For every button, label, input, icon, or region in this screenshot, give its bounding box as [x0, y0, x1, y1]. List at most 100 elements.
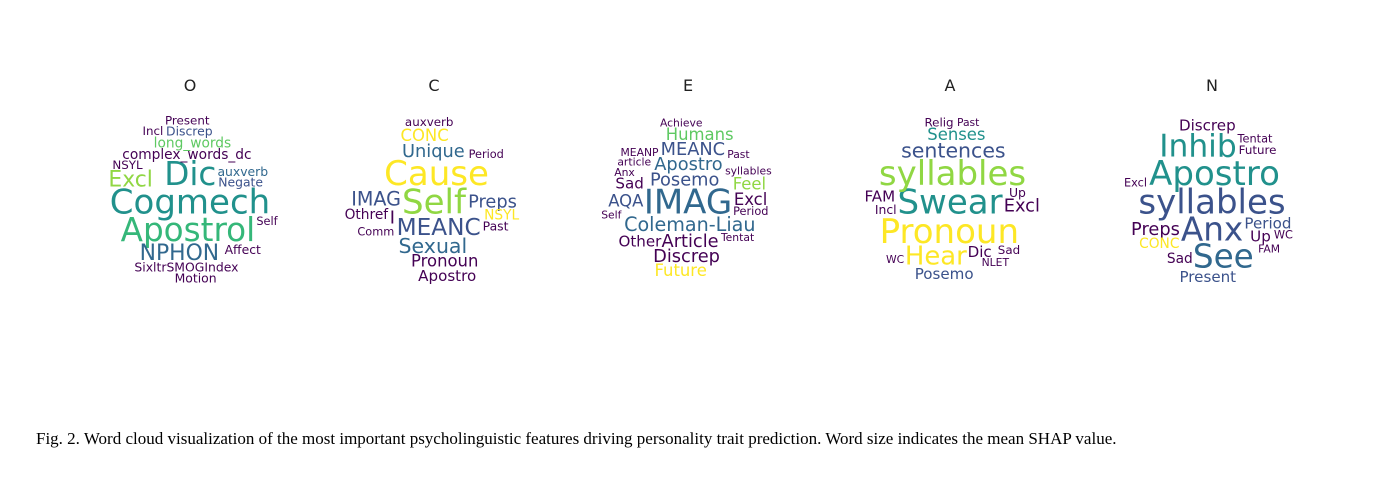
wordcloud-word: Preps: [468, 192, 517, 213]
wordcloud-word: Past: [483, 219, 509, 234]
wordcloud-panel-c: C Self Cause MEANC Sexual IMAG Unique Preps I Pr…: [314, 70, 554, 310]
wordcloud-word: WC: [886, 253, 904, 266]
wordcloud-word: Excl: [1124, 175, 1147, 189]
wordcloud-word: FAM: [864, 187, 895, 205]
wordcloud-word: IMAG: [351, 188, 401, 211]
wordcloud-word: Anx: [614, 166, 635, 179]
figure-caption: Fig. 2. Word cloud visualization of the …: [36, 429, 1117, 448]
wordcloud-word: syllables: [1138, 183, 1285, 223]
wordcloud-word: Sad: [1167, 251, 1193, 267]
wordcloud-word: Othref: [345, 207, 390, 223]
wordcloud-panel-o: O Cogmech Apostrol Dic NPHON Excl complex_wor…: [70, 70, 310, 310]
wordcloud-word: article: [617, 155, 651, 168]
wordcloud-word: Dic: [164, 155, 216, 193]
wordcloud-word: Comm: [357, 224, 394, 238]
wordcloud-word: auxverb: [217, 164, 268, 179]
wordcloud-word: AQA: [608, 192, 644, 211]
wordcloud-word: WC: [1274, 228, 1293, 242]
wordcloud-word: Motion: [175, 270, 217, 285]
wordcloud-word: Posemo: [915, 265, 974, 283]
wordcloud-panel-a: A Swear syllables Pronoun Hear sentences Excl…: [830, 70, 1070, 310]
wordcloud: Self Cause MEANC Sexual IMAG Unique Preps I Pron…: [314, 102, 554, 302]
wordcloud-word: auxverb: [405, 115, 454, 129]
wordcloud-word: Discrep: [1179, 116, 1236, 134]
wordcloud: Cogmech Apostrol Dic NPHON Excl complex_words…: [70, 102, 310, 302]
panel-title: A: [944, 76, 956, 95]
wordcloud-word: Dic: [968, 243, 992, 261]
wordcloud-word: Up: [1250, 228, 1271, 246]
wordcloud-word: FAM: [1258, 242, 1280, 255]
wordcloud-word: Self: [601, 208, 621, 221]
wordcloud-word: Tentat: [720, 231, 754, 244]
wordcloud-word: Excl: [108, 167, 152, 192]
wordcloud-word: See: [1193, 237, 1254, 275]
wordcloud-word: Period: [469, 147, 504, 161]
wordcloud-word: complex_words_dc: [122, 147, 251, 163]
wordcloud-word: Achieve: [660, 117, 703, 130]
wordcloud-word: Article: [662, 231, 719, 252]
wordcloud-word: NSYL: [112, 158, 143, 172]
wordcloud-word: Senses: [927, 125, 985, 144]
wordcloud-word: Cogmech: [110, 183, 270, 223]
wordcloud-word: Posemo: [650, 169, 719, 190]
panel-title: C: [428, 76, 440, 95]
wordcloud-word: MEANC: [397, 214, 481, 241]
wordcloud-word: Excl: [1004, 195, 1040, 216]
wordcloud-word: Sexual: [399, 234, 468, 258]
wordcloud-word: Discrep: [653, 246, 720, 267]
panel-title: O: [183, 76, 197, 95]
wordcloud: syllables Apostro Anx See Inhib Preps Present P…: [1092, 102, 1332, 302]
wordcloud-word: SixltrSMOGIndex: [134, 259, 238, 274]
wordcloud-word: Apostrol: [121, 211, 256, 249]
wordcloud-word: NPHON: [140, 241, 219, 266]
wordcloud-word: Other: [618, 232, 662, 250]
panel-title: E: [682, 76, 694, 95]
wordcloud-word: Future: [1239, 143, 1277, 157]
wordcloud-word: Hear: [905, 242, 967, 272]
wordcloud-word: I: [390, 207, 395, 228]
wordcloud-word: CONC: [401, 126, 449, 145]
wordcloud-word: Humans: [666, 125, 734, 144]
wordcloud: IMAG Coleman-Liau Posemo Apostro Article MEAN…: [568, 102, 808, 302]
wordcloud-word: Inhib: [1159, 128, 1236, 164]
wordcloud-word: sentences: [901, 139, 1006, 163]
panel-title: N: [1206, 76, 1218, 95]
wordcloud-word: NSYL: [484, 208, 519, 224]
wordcloud-word: syllables: [879, 154, 1026, 194]
wordcloud-word: Future: [654, 261, 706, 280]
wordcloud-word: Coleman-Liau: [624, 213, 755, 236]
wordcloud-word: Present: [1179, 268, 1236, 286]
wordcloud-panel-e: E IMAG Coleman-Liau Posemo Apostro Article ME…: [568, 70, 808, 310]
wordcloud-word: Incl: [142, 124, 163, 138]
wordcloud-word: Excl: [734, 190, 767, 209]
wordcloud-word: Relig: [924, 116, 953, 130]
wordcloud-word: Feel: [733, 175, 766, 194]
wordcloud-word: Negate: [218, 175, 263, 190]
wordcloud-word: Apostro: [1149, 154, 1280, 194]
wordcloud-word: Pronoun: [880, 212, 1019, 252]
wordcloud-word: Preps: [1131, 219, 1180, 240]
wordcloud-word: Cause: [384, 154, 489, 194]
wordcloud-word: MEANC: [661, 139, 725, 160]
wordcloud-word: Unique: [402, 141, 465, 162]
wordcloud-word: Incl: [875, 202, 897, 217]
wordcloud: Swear syllables Pronoun Hear sentences Excl Se…: [830, 102, 1070, 302]
wordcloud-word: NLET: [982, 256, 1010, 269]
wordcloud-word: Self: [402, 183, 467, 223]
wordcloud-word: Period: [733, 204, 768, 218]
wordcloud-word: Anx: [1181, 211, 1243, 249]
wordcloud-word: Apostro: [418, 267, 476, 285]
wordcloud-word: Self: [256, 214, 278, 228]
wordcloud-word: Swear: [897, 183, 1002, 223]
wordcloud-word: syllables: [725, 165, 772, 178]
wordcloud-word: Sad: [998, 243, 1020, 257]
wordcloud-word: Up: [1009, 185, 1026, 200]
wordcloud-word: Past: [957, 116, 979, 129]
wordcloud-word: Present: [165, 113, 210, 127]
wordcloud-panel-n: N syllables Apostro Anx See Inhib Preps Presen…: [1092, 70, 1332, 310]
